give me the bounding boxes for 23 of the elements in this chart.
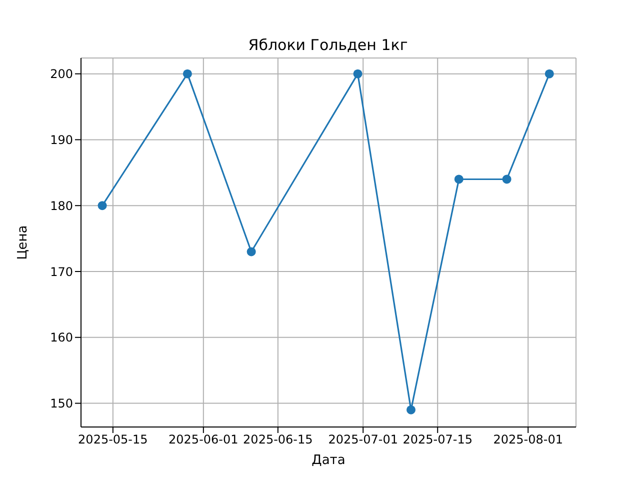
x-tick-label: 2025-05-15 [78,432,148,447]
point [246,247,256,256]
point [502,174,512,184]
point [353,69,362,78]
point [454,174,464,184]
point [406,405,416,414]
x-axis-title: Дата [312,453,346,468]
x-tick-label: 2025-08-01 [493,432,563,447]
y-tick-label: 190 [50,132,73,147]
x-tick-label: 2025-07-15 [402,432,472,447]
point [98,201,107,210]
y-tick-label: 160 [50,330,73,345]
y-tick-label: 180 [50,198,73,213]
y-tick-label: 200 [50,67,73,82]
y-axis-title: Цена [16,225,31,260]
x-tick-label: 2025-06-15 [243,432,313,447]
y-tick-label: 170 [50,264,73,279]
x-tick-label: 2025-06-01 [168,432,238,447]
chart-title: Яблоки Гольден 1кг [248,36,408,54]
y-tick-label: 150 [50,396,73,411]
x-tick-label: 2025-07-01 [328,432,398,447]
point [544,69,554,78]
point [182,69,192,78]
